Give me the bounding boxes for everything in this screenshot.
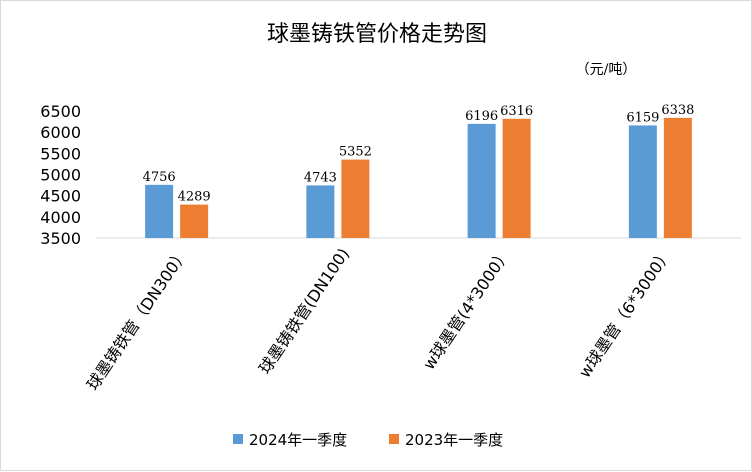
x-tick-label: 球墨铸铁管（DN300） (83, 245, 192, 394)
x-axis-ticks: 球墨铸铁管（DN300） 球墨铸铁管(DN100) w球墨管(4*3000） w球墨管… (83, 245, 676, 394)
bar-series-b (341, 159, 370, 238)
bar-series-b (180, 204, 209, 238)
y-tick-label: 4000 (40, 208, 81, 227)
bar-series-a (145, 184, 174, 238)
bar-series-a (467, 123, 496, 238)
y-tick-label: 5500 (40, 144, 81, 163)
y-axis: 3500 4000 4500 5000 5500 6000 6500 (40, 102, 81, 248)
bar-series-a (306, 185, 335, 238)
data-label: 4756 (143, 170, 176, 185)
data-label: 6159 (626, 110, 659, 125)
x-tick-label: w球墨管(4*3000） (419, 245, 514, 374)
data-label: 6338 (661, 103, 694, 118)
legend-swatch (389, 434, 399, 444)
data-label: 6316 (500, 104, 533, 119)
y-tick-label: 6500 (40, 102, 81, 121)
bar-series-b (663, 117, 692, 238)
y-tick-label: 4500 (40, 187, 81, 206)
legend-swatch (233, 434, 243, 444)
data-label: 4743 (304, 170, 337, 185)
legend-label: 2024年一季度 (249, 431, 347, 449)
bar-series-a (628, 125, 657, 238)
y-tick-label: 5000 (40, 166, 81, 185)
data-label: 6196 (465, 109, 498, 124)
x-tick-label: 球墨铸铁管(DN100) (255, 245, 353, 378)
data-label: 4289 (178, 190, 211, 205)
bar-series-b (502, 118, 531, 238)
legend: 2024年一季度 2023年一季度 (233, 431, 503, 449)
y-tick-label: 6000 (40, 123, 81, 142)
x-tick-label: w球墨管（6*3000） (575, 245, 676, 382)
unit-label: （元/吨） (576, 62, 637, 78)
y-tick-label: 3500 (40, 229, 81, 248)
chart-title: 球墨铸铁管价格走势图 (267, 22, 487, 47)
data-label: 5352 (339, 145, 372, 160)
legend-label: 2023年一季度 (405, 431, 503, 449)
